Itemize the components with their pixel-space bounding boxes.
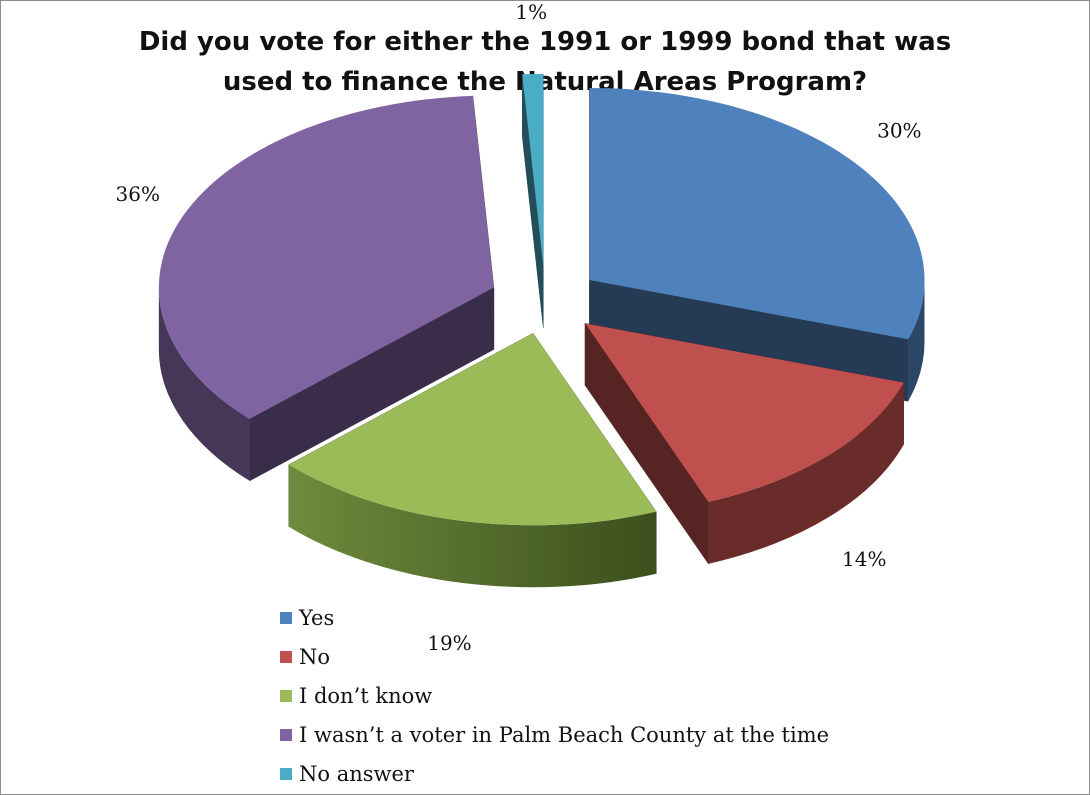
legend-swatch: [280, 650, 292, 663]
legend-label: No answer: [299, 761, 414, 786]
legend-swatch: [280, 689, 292, 702]
slice-no-answer-percent-label: 1%: [515, 0, 547, 24]
chart-title: Did you vote for either the 1991 or 1999…: [20, 22, 1070, 102]
chart-title-line-2: used to finance the Natural Areas Progra…: [222, 67, 868, 97]
legend-label: I wasn’t a voter in Palm Beach County at…: [299, 722, 830, 747]
legend-item-dont-know: I don’t know: [280, 676, 829, 715]
chart-title-line-1: Did you vote for either the 1991 or 1999…: [138, 27, 952, 57]
slice-yes: [589, 87, 925, 340]
legend-label: Yes: [299, 605, 335, 630]
slice-not-voter-percent-label: 36%: [116, 182, 160, 206]
legend: Yes No I don’t know I wasn’t a voter in …: [280, 598, 829, 793]
legend-label: I don’t know: [299, 683, 433, 708]
slice-no-answer: [522, 73, 544, 266]
slice-no-percent-label: 14%: [842, 547, 886, 571]
slice-no: [585, 323, 904, 502]
slice-not-voter: [158, 95, 494, 419]
legend-swatch: [280, 728, 292, 741]
legend-item-no-answer: No answer: [280, 754, 829, 793]
slice-dont-know: [288, 333, 657, 526]
legend-swatch: [280, 611, 292, 624]
slice-dont-know-percent-label: 19%: [427, 631, 471, 655]
legend-swatch: [280, 767, 292, 780]
legend-item-not-voter: I wasn’t a voter in Palm Beach County at…: [280, 715, 829, 754]
slice-yes-percent-label: 30%: [877, 119, 921, 143]
legend-item-no: No: [280, 637, 829, 676]
legend-item-yes: Yes: [280, 598, 829, 637]
legend-label: No: [299, 644, 331, 669]
